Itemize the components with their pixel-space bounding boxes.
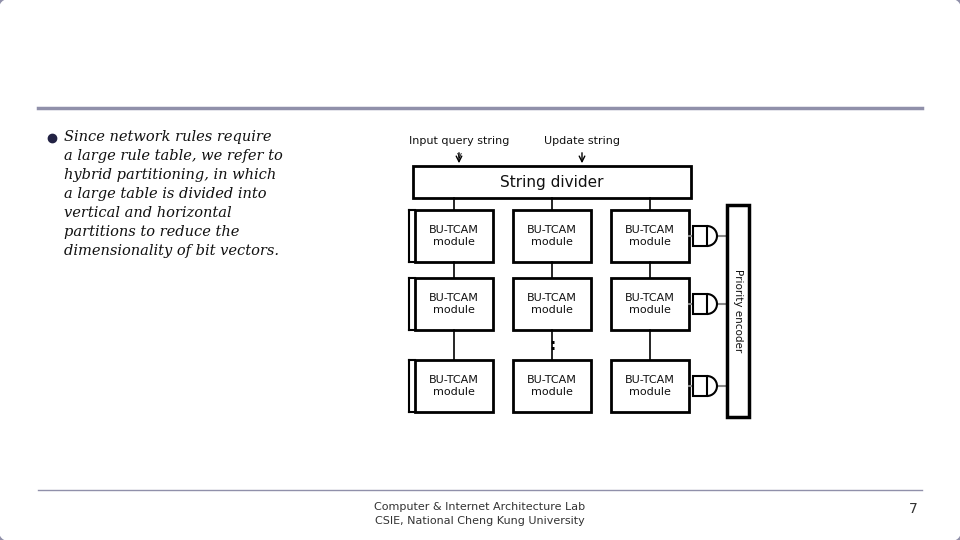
Bar — [413, 166, 691, 198]
Text: module: module — [433, 305, 475, 315]
Text: BU-TCAM: BU-TCAM — [625, 293, 675, 303]
Bar — [693, 294, 707, 314]
Text: Update string: Update string — [544, 136, 620, 146]
Bar — [415, 360, 493, 412]
Bar — [611, 210, 689, 262]
Bar — [693, 226, 707, 246]
Text: hybrid partitioning, in which: hybrid partitioning, in which — [64, 168, 276, 182]
Bar — [415, 278, 493, 330]
Text: String divider: String divider — [500, 174, 604, 190]
Text: 7: 7 — [909, 502, 918, 516]
Bar — [611, 360, 689, 412]
Text: module: module — [433, 387, 475, 397]
Text: Computer & Internet Architecture Lab
CSIE, National Cheng Kung University: Computer & Internet Architecture Lab CSI… — [374, 502, 586, 526]
Text: a large rule table, we refer to: a large rule table, we refer to — [64, 149, 283, 163]
Text: BU-TCAM: BU-TCAM — [527, 375, 577, 385]
Text: module: module — [629, 387, 671, 397]
Text: dimensionality of bit vectors.: dimensionality of bit vectors. — [64, 244, 279, 258]
Text: module: module — [531, 305, 573, 315]
Text: module: module — [629, 237, 671, 247]
Text: vertical and horizontal: vertical and horizontal — [64, 206, 231, 220]
Text: BU-TCAM: BU-TCAM — [429, 225, 479, 235]
Text: BU-TCAM: BU-TCAM — [429, 375, 479, 385]
Bar — [415, 210, 493, 262]
Text: partitions to reduce the: partitions to reduce the — [64, 225, 239, 239]
Bar — [693, 376, 707, 396]
Text: BU-TCAM: BU-TCAM — [527, 293, 577, 303]
Text: Input query string: Input query string — [409, 136, 509, 146]
Text: Priority encoder: Priority encoder — [733, 269, 743, 353]
Text: module: module — [433, 237, 475, 247]
Text: BU-TCAM: BU-TCAM — [625, 225, 675, 235]
Text: BU-TCAM: BU-TCAM — [527, 225, 577, 235]
Text: BU-TCAM: BU-TCAM — [625, 375, 675, 385]
Text: v: v — [457, 151, 462, 160]
Text: module: module — [531, 237, 573, 247]
Bar — [513, 278, 591, 330]
Text: BU-TCAM: BU-TCAM — [429, 293, 479, 303]
Text: a large table is divided into: a large table is divided into — [64, 187, 267, 201]
Bar — [513, 210, 591, 262]
Text: Since network rules require: Since network rules require — [64, 130, 272, 144]
Bar — [513, 360, 591, 412]
Bar — [727, 205, 749, 417]
Bar — [611, 278, 689, 330]
Text: module: module — [531, 387, 573, 397]
Text: module: module — [629, 305, 671, 315]
Text: :: : — [549, 338, 555, 353]
